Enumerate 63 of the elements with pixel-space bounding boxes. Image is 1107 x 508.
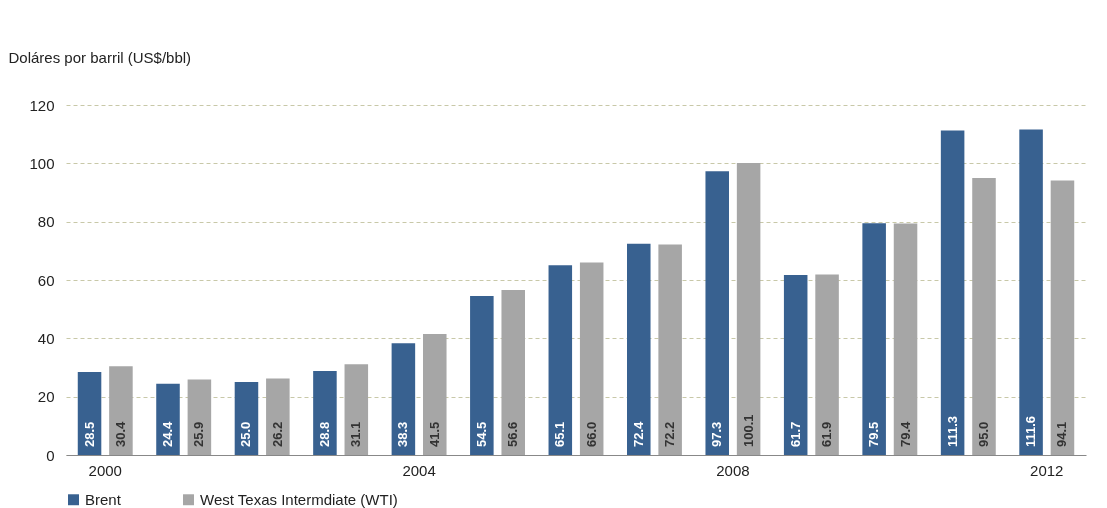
data-label: 38.3: [395, 421, 411, 447]
data-label: 94.1: [1054, 421, 1070, 447]
data-label: 28.8: [316, 421, 332, 447]
bar: [266, 378, 290, 455]
data-label: 65.1: [552, 421, 568, 447]
bar: [815, 274, 839, 455]
bar: [736, 163, 761, 455]
x-tick-label: 2004: [402, 461, 436, 479]
bar: [579, 262, 604, 455]
data-label: 61.7: [787, 421, 803, 447]
data-label: 111.6: [1023, 415, 1039, 447]
data-label: 25.9: [191, 421, 207, 447]
data-label: 66.0: [583, 421, 599, 447]
bar: [705, 171, 729, 455]
data-label: 72.2: [662, 421, 678, 447]
data-label: 100.1: [740, 414, 756, 447]
bar: [501, 289, 525, 455]
data-label: 24.4: [160, 420, 175, 447]
data-label: 28.5: [81, 421, 97, 447]
data-label: 41.5: [426, 421, 442, 447]
x-tick-label: 2012: [1030, 461, 1064, 479]
y-axis-title: Doláres por barril (US$/bbl): [8, 48, 192, 66]
y-tick-label: 60: [37, 271, 55, 289]
data-label: 111.3: [944, 415, 960, 447]
y-tick-label: 80: [37, 213, 55, 231]
data-label: 95.0: [976, 421, 991, 447]
data-label: 31.1: [348, 421, 364, 447]
bar: [313, 371, 337, 455]
legend-label: Brent: [85, 490, 122, 508]
bar: [893, 223, 918, 455]
x-tick-label: 2000: [88, 461, 122, 479]
y-tick-label: 40: [37, 329, 55, 347]
bar: [470, 296, 494, 455]
data-label: 72.4: [630, 420, 646, 447]
bar: [627, 243, 651, 455]
data-label: 26.2: [269, 421, 285, 447]
bar: [156, 383, 180, 455]
bar: [940, 130, 965, 455]
bar: [548, 265, 573, 455]
x-tick-label: 2008: [716, 461, 750, 479]
data-label: 56.6: [505, 421, 521, 447]
bar: [658, 244, 682, 455]
data-label: 61.9: [819, 421, 835, 447]
y-tick-label: 100: [29, 154, 55, 172]
y-tick-label: 0: [46, 446, 55, 464]
bar: [862, 223, 886, 455]
y-tick-label: 120: [29, 96, 55, 114]
bar: [1019, 129, 1043, 455]
bar: [344, 364, 369, 455]
data-label: 54.5: [473, 421, 489, 447]
bar: [1050, 180, 1075, 455]
data-label: 79.4: [897, 420, 913, 447]
data-label: 97.3: [709, 421, 725, 447]
y-tick-label: 20: [37, 388, 55, 406]
data-label: 25.0: [238, 421, 254, 447]
data-label: 30.4: [112, 420, 128, 447]
bar: [423, 333, 447, 455]
legend-label: West Texas Intermdiate (WTI): [200, 490, 398, 508]
data-label: 79.5: [866, 421, 882, 447]
bar: [783, 275, 808, 455]
bar: [972, 177, 996, 455]
bar: [109, 366, 133, 455]
bar: [391, 343, 416, 455]
